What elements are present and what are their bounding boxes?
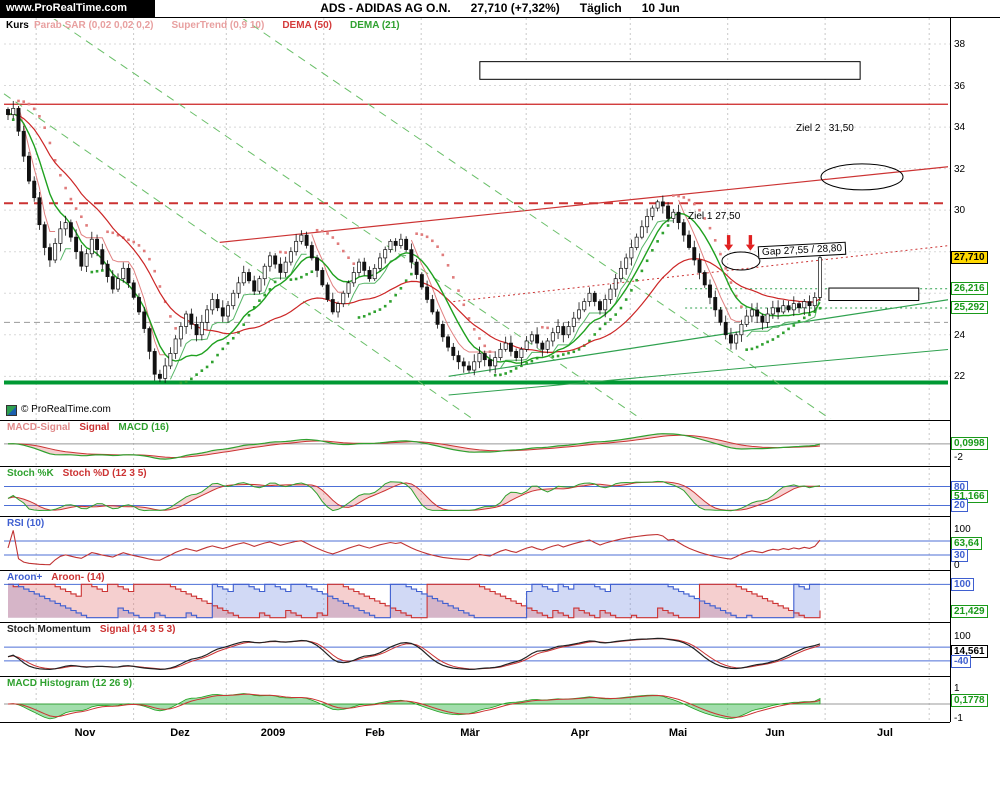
legend-supertrend: SuperTrend (0,9 10) xyxy=(171,20,265,31)
rsi-panel-series xyxy=(7,530,821,566)
aroon-panel-series xyxy=(8,583,821,619)
macd-panel-series xyxy=(7,433,821,460)
legend-dema21: DEMA (21) xyxy=(349,20,400,31)
stoch-panel-series xyxy=(7,480,821,512)
candlestick-series xyxy=(6,100,822,383)
copyright-watermark: © ProRealTime.com xyxy=(21,404,111,415)
annotations xyxy=(479,61,920,302)
price-overlays xyxy=(7,99,822,385)
price-panel-legend: Parab SAR (0,02 0,02 0,2) SuperTrend (0,9… xyxy=(34,20,418,31)
panel-borders xyxy=(0,17,1000,723)
legend-parab-sar: Parab SAR (0,02 0,02 0,2) xyxy=(34,20,154,31)
gridlines xyxy=(4,18,950,722)
stoch-momentum-series xyxy=(7,637,821,671)
chart-title: ADS - ADIDAS AG O.N. 27,710 (+7,32%) Tägli… xyxy=(0,0,1000,17)
title-symbol: ADS - ADIDAS AG O.N. xyxy=(320,1,451,15)
price-panel-label: Kurs xyxy=(6,20,29,31)
title-price: 27,710 (+7,32%) xyxy=(470,1,560,15)
header-bar: ADS - ADIDAS AG O.N. 27,710 (+7,32%) Tägli… xyxy=(0,0,1000,17)
prorealtime-icon xyxy=(6,405,17,416)
prorealtime-logo[interactable]: www.ProRealTime.com xyxy=(0,0,156,17)
legend-dema50: DEMA (50) xyxy=(282,20,332,31)
title-timeframe: Täglich xyxy=(579,1,622,15)
title-date: 10 Jun xyxy=(641,1,680,15)
macd-histogram-series xyxy=(7,693,821,720)
